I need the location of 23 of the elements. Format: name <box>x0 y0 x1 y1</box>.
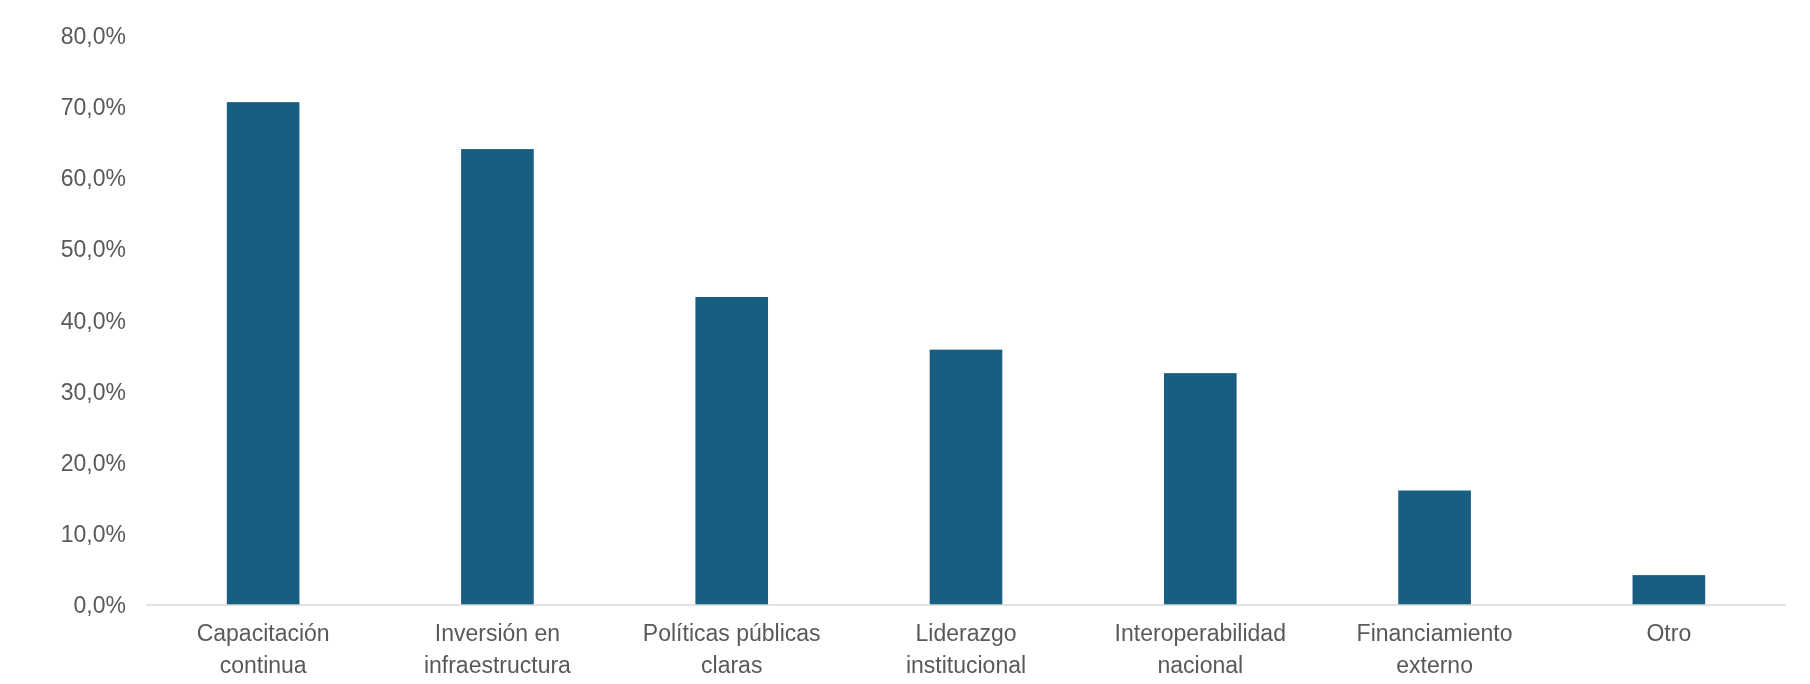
bar <box>1398 490 1471 605</box>
y-tick-label: 30,0% <box>60 378 126 405</box>
y-tick-label: 0,0% <box>73 592 126 619</box>
bar <box>1163 373 1237 605</box>
x-tick-label: Inversión en infraestructura <box>423 620 572 678</box>
bar <box>226 102 300 605</box>
x-tick-label: Interoperabilidad nacional <box>1114 620 1286 678</box>
bar <box>1632 575 1706 605</box>
y-tick-label: 50,0% <box>60 236 126 263</box>
y-tick-label: 80,0% <box>60 23 126 50</box>
y-tick-label: 40,0% <box>60 307 126 334</box>
x-tick-label: Liderazgo institucional <box>905 620 1027 678</box>
y-tick-label: 70,0% <box>60 94 126 121</box>
x-tick-label: Políticas públicas claras <box>642 620 821 678</box>
bar <box>929 349 1003 605</box>
bar <box>695 297 769 605</box>
x-tick-label: Capacitación continua <box>196 620 330 678</box>
y-tick-label: 20,0% <box>60 449 126 476</box>
x-tick-label: Otro <box>1646 620 1692 646</box>
bar <box>461 149 534 605</box>
y-tick-label: 10,0% <box>60 520 126 547</box>
x-tick-label: Financiamiento externo <box>1356 620 1513 678</box>
y-tick-label: 60,0% <box>60 165 126 192</box>
